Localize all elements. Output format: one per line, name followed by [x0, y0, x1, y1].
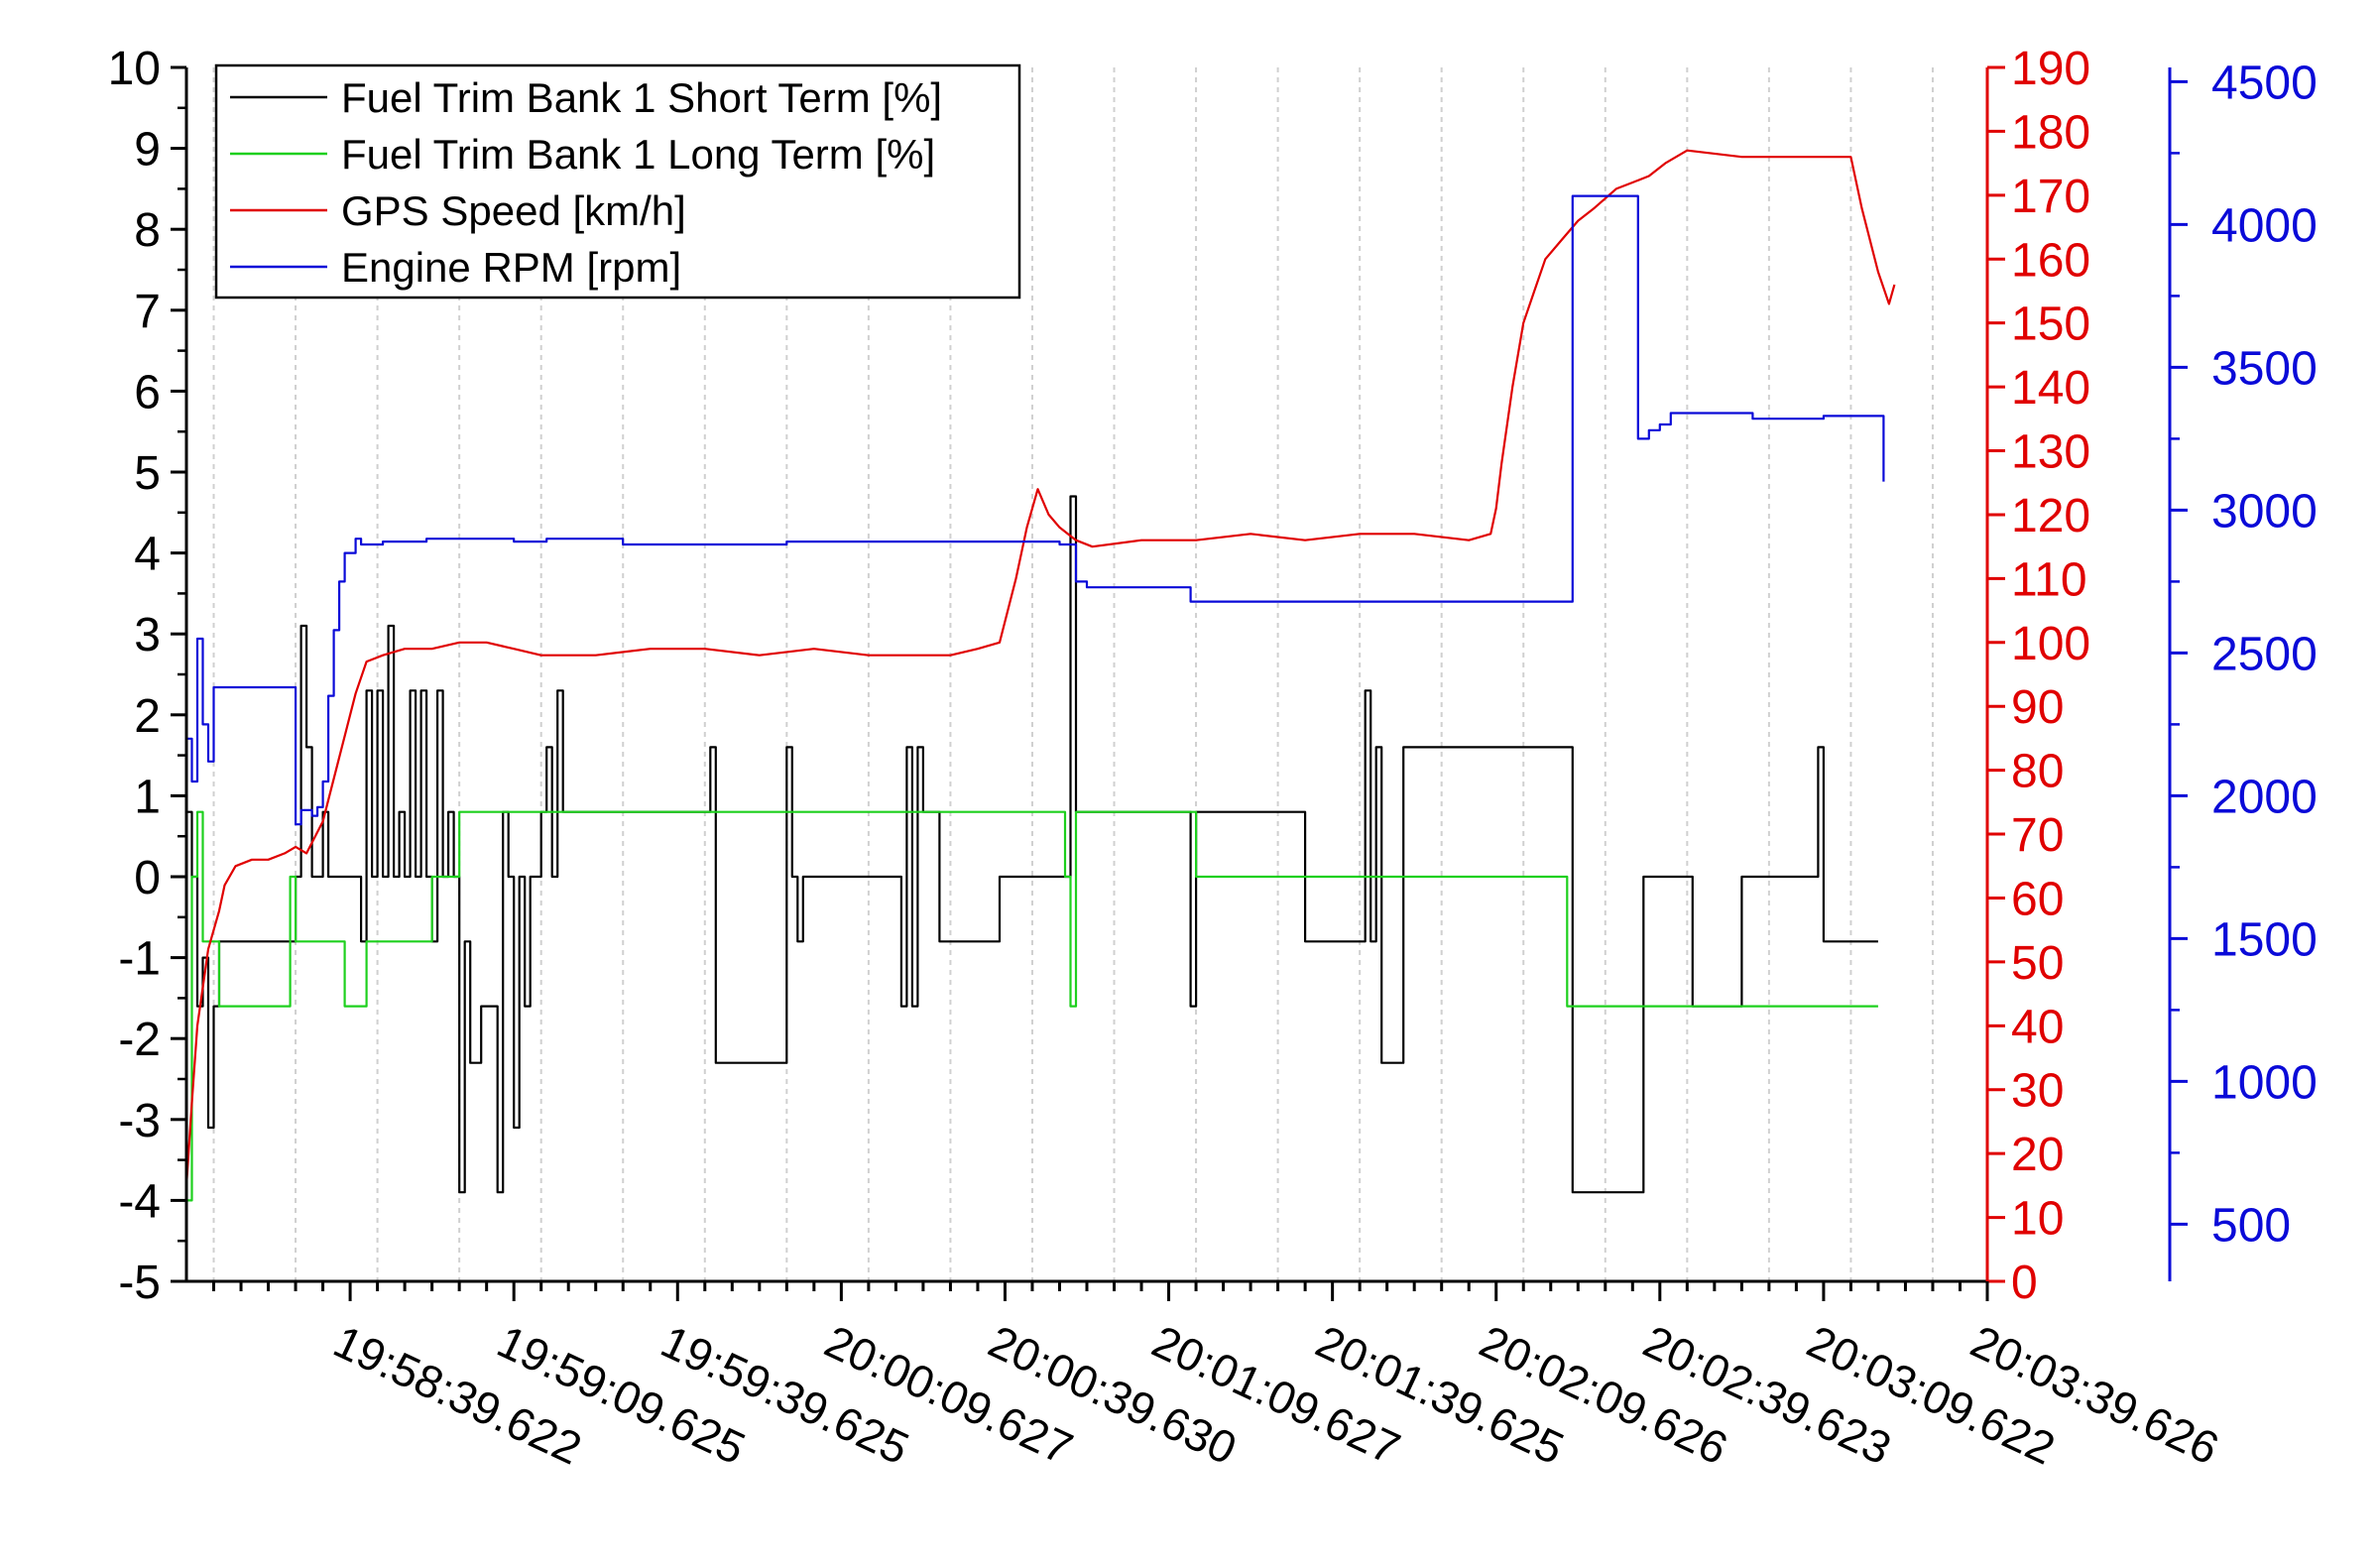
legend-label-engine-rpm: Engine RPM [rpm] — [341, 244, 681, 291]
speed-tick-label: 0 — [2011, 1257, 2038, 1309]
left-tick-label: 2 — [134, 690, 161, 743]
left-tick-label: -1 — [118, 933, 161, 986]
rpm-tick-label: 3500 — [2211, 342, 2318, 395]
speed-tick-label: 130 — [2011, 426, 2090, 479]
rpm-tick-label: 4500 — [2211, 57, 2318, 109]
speed-tick-label: 60 — [2011, 873, 2064, 925]
rpm-tick-label: 3000 — [2211, 485, 2318, 538]
speed-tick-label: 140 — [2011, 362, 2090, 415]
speed-tick-label: 80 — [2011, 746, 2064, 798]
legend-box — [214, 63, 1021, 300]
left-tick-label: -5 — [118, 1257, 161, 1309]
rpm-tick-label: 4000 — [2211, 199, 2318, 252]
left-tick-label: 10 — [108, 43, 161, 95]
speed-tick-label: 150 — [2011, 299, 2090, 351]
rpm-y-axis: 500 1000 1500 2000 2500 3000 3500 4000 4500 — [2168, 57, 2318, 1281]
left-tick-label: 4 — [134, 529, 161, 581]
rpm-tick-label: 500 — [2211, 1199, 2291, 1252]
speed-tick-label: 10 — [2011, 1193, 2064, 1246]
speed-tick-label: 190 — [2011, 43, 2090, 95]
speed-tick-label: 180 — [2011, 106, 2090, 159]
left-y-axis: -5 -4 -3 -2 -1 0 1 2 3 4 5 6 7 8 9 10 — [108, 43, 186, 1309]
speed-tick-label: 20 — [2011, 1129, 2064, 1181]
speed-tick-label: 70 — [2011, 809, 2064, 862]
speed-tick-label: 110 — [2011, 553, 2087, 606]
speed-tick-label: 100 — [2011, 618, 2090, 670]
speed-tick-label: 90 — [2011, 681, 2064, 734]
rpm-tick-label: 2000 — [2211, 771, 2318, 823]
legend-label-gps-speed: GPS Speed [km/h] — [341, 187, 686, 234]
left-tick-label: 5 — [134, 447, 161, 500]
speed-y-axis: 0 10 20 30 40 50 60 70 80 90 100 110 120 130 140 150 160… — [1985, 43, 2090, 1309]
series-line-0 — [186, 495, 1878, 1194]
x-axis: 19:58:39.62219:59:09.62519:59:39.62520:0… — [212, 1281, 2226, 1475]
legend: Fuel Trim Bank 1 Short Term [%] Fuel Tri… — [214, 63, 1021, 300]
left-tick-label: 9 — [134, 124, 161, 177]
left-tick-label: 8 — [134, 204, 161, 257]
speed-tick-label: 120 — [2011, 490, 2090, 542]
left-tick-label: -2 — [118, 1014, 161, 1066]
series-line-3 — [186, 194, 1885, 826]
speed-tick-label: 160 — [2011, 234, 2090, 287]
left-tick-label: 3 — [134, 609, 161, 661]
legend-label-long-term: Fuel Trim Bank 1 Long Term [%] — [341, 131, 935, 178]
left-tick-label: -4 — [118, 1175, 161, 1228]
speed-tick-label: 40 — [2011, 1001, 2064, 1053]
rpm-tick-label: 1000 — [2211, 1056, 2318, 1109]
left-tick-label: 0 — [134, 852, 161, 904]
legend-label-short-term: Fuel Trim Bank 1 Short Term [%] — [341, 74, 942, 121]
speed-tick-label: 170 — [2011, 171, 2090, 223]
speed-tick-label: 30 — [2011, 1065, 2064, 1118]
left-tick-label: 6 — [134, 366, 161, 419]
rpm-tick-label: 1500 — [2211, 913, 2318, 966]
left-tick-label: 1 — [134, 771, 161, 823]
speed-tick-label: 50 — [2011, 937, 2064, 990]
left-tick-label: -3 — [118, 1095, 161, 1147]
series-lines — [184, 149, 1896, 1202]
rpm-tick-label: 2500 — [2211, 628, 2318, 680]
left-tick-label: 7 — [134, 286, 161, 338]
